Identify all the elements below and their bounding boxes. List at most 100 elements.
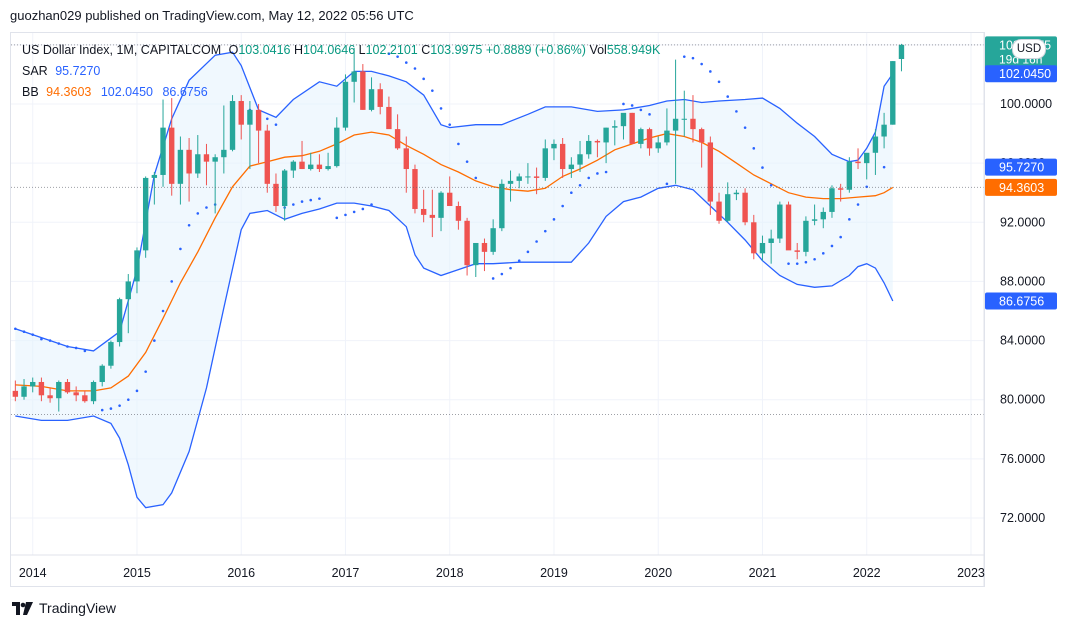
legend-sar-row[interactable]: SAR 95.7270 [22, 61, 660, 82]
candles [12, 43, 905, 412]
bb-label: BB [22, 85, 39, 99]
candle-down [533, 176, 540, 178]
sar-dot [596, 172, 599, 175]
legend-main-row: US Dollar Index, 1M, CAPITALCOM O103.041… [22, 40, 660, 61]
candle-down [394, 129, 401, 149]
sar-dot [335, 216, 339, 220]
candle-up [577, 154, 583, 165]
sar-dot [717, 80, 721, 84]
sar-dot [22, 330, 26, 334]
legend-bb-row[interactable]: BB 94.3603 102.0450 86.6756 [22, 82, 660, 103]
candle-up [525, 176, 531, 178]
candle-up [777, 204, 783, 239]
bb-lower-value: 86.6756 [162, 85, 208, 99]
time-tick-label: 2021 [749, 566, 777, 580]
sar-dot [474, 176, 478, 180]
currency-button[interactable]: USD [1012, 39, 1046, 59]
sar-dot [74, 346, 78, 350]
sar-dot [196, 212, 200, 215]
candle-up [229, 101, 236, 150]
bb-basis-value: 94.3603 [46, 85, 92, 99]
candle-down [264, 130, 270, 184]
sar-dot [448, 123, 452, 126]
sar-dot [100, 408, 104, 412]
candle-down [698, 129, 705, 143]
sar-dot [856, 203, 860, 206]
sar-dot [413, 67, 417, 70]
tradingview-logo-icon [12, 601, 34, 615]
candle-up [759, 242, 766, 254]
sar-dot [570, 191, 573, 195]
time-axis[interactable]: 2014 2015 2016 2017 2018 2019 2020 2021 2022 2023 [19, 566, 985, 580]
sar-dot [743, 126, 747, 129]
low-value: 102.2101 [365, 43, 418, 57]
candle-down [742, 192, 748, 223]
candle-down [629, 112, 635, 144]
price-axis[interactable]: 72.0000 76.0000 80.0000 84.0000 88.0000 92.00… [1000, 38, 1052, 525]
candle-down [38, 381, 45, 396]
candle-up [247, 109, 253, 125]
candle-up [881, 124, 887, 137]
candle-down [855, 161, 861, 164]
sar-dot [622, 102, 625, 106]
candle-up [864, 152, 870, 164]
sar-dot [205, 206, 208, 209]
candle-up [829, 188, 835, 212]
sar-dot [118, 404, 121, 407]
sar-dot [126, 398, 130, 402]
price-label-text: 102.0450 [999, 67, 1051, 81]
candle-down [594, 140, 601, 143]
time-tick-label: 2023 [957, 566, 985, 580]
sar-dot [179, 247, 182, 251]
publisher-header: guozhan029 published on TradingView.com,… [10, 8, 414, 23]
candle-down [238, 101, 244, 125]
time-tick-label: 2022 [853, 566, 881, 580]
candle-up [351, 71, 357, 82]
sar-dot [839, 235, 842, 239]
close-label: C [421, 43, 431, 57]
candle-up [551, 143, 557, 149]
publisher-name[interactable]: guozhan029 [10, 8, 82, 23]
sar-dot [135, 389, 139, 393]
sar-dot [387, 52, 391, 56]
sar-dot [439, 107, 443, 110]
candle-up [542, 148, 548, 178]
sar-dot [526, 250, 530, 254]
sar-dot [752, 147, 756, 150]
price-label-tag: 86.6756 [985, 292, 1057, 310]
sar-dot [769, 184, 773, 187]
sar-dot [309, 198, 313, 202]
high-label: H [293, 43, 304, 57]
sar-dot [344, 213, 347, 217]
sar-dot [31, 333, 35, 336]
price-tick-label: 100.0000 [1000, 97, 1052, 111]
sar-dot [587, 176, 591, 180]
candle-down [255, 109, 262, 131]
symbol-title[interactable]: US Dollar Index, 1M, CAPITALCOM [22, 43, 222, 57]
sar-value: 95.7270 [55, 64, 101, 78]
candle-up [811, 219, 818, 221]
candle-down [420, 208, 427, 215]
sar-dot [604, 170, 608, 174]
sar-dot [709, 70, 712, 73]
candle-down [751, 222, 757, 254]
sar-dot [795, 262, 799, 265]
sar-dot [882, 165, 886, 169]
candle-down [47, 395, 53, 399]
sar-dot [404, 61, 408, 64]
price-tick-label: 84.0000 [1000, 334, 1045, 348]
time-tick-label: 2020 [644, 566, 672, 580]
tradingview-brand[interactable]: TradingView [12, 600, 116, 616]
candle-up [620, 112, 627, 127]
sar-dot [848, 218, 851, 221]
candle-up [733, 192, 740, 195]
sar-dot [813, 257, 816, 261]
brand-name: TradingView [39, 600, 117, 616]
price-label-tag: 95.7270 [985, 158, 1057, 176]
candle-up [603, 127, 609, 143]
price-label-box [985, 158, 1057, 176]
candle-down [455, 206, 462, 221]
candle-up [151, 174, 158, 178]
sar-dot [83, 349, 87, 353]
